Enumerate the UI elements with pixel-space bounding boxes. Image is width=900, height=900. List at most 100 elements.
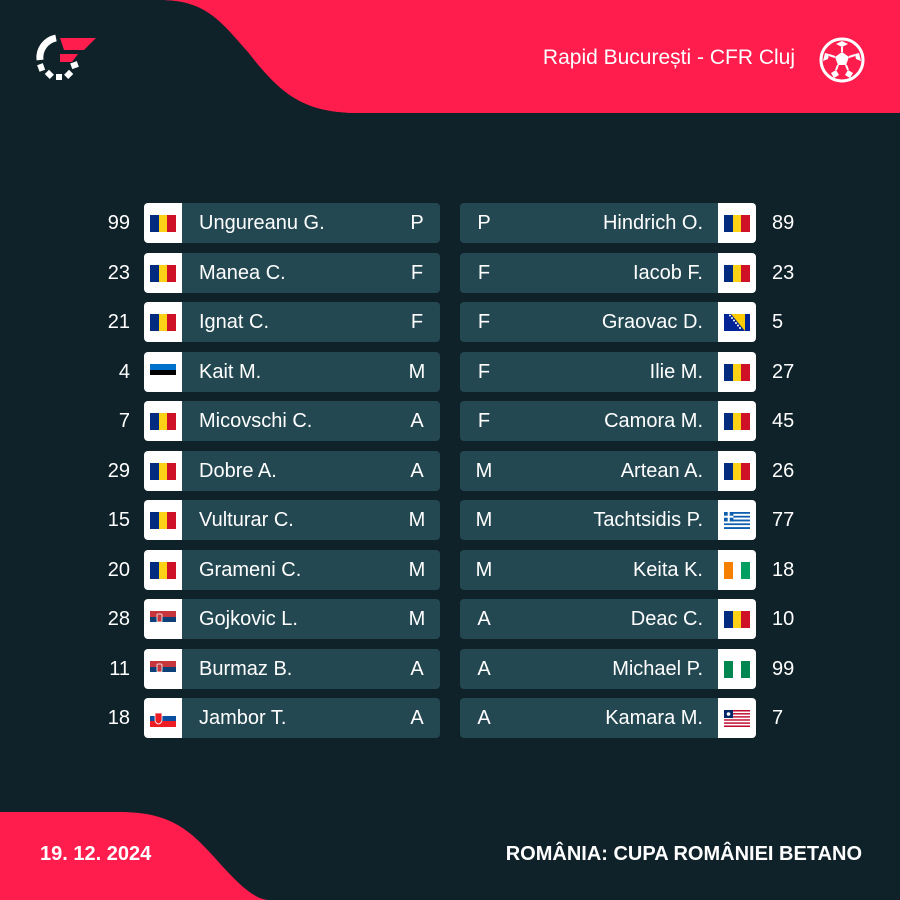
home-player-number: 15 [107,509,130,531]
home-player-name: Dobre A. [199,460,277,482]
away-player-card[interactable]: A Michael P. [460,649,756,689]
home-player-position: P [410,212,424,234]
home-player-card[interactable]: Micovschi C. A [144,401,440,441]
home-player-position: M [408,608,426,630]
competition-name: ROMÂNIA: CUPA ROMÂNIEI BETANO [505,843,862,865]
home-player-name: Ignat C. [199,311,270,333]
away-player-number: 99 [772,658,795,680]
home-player-card[interactable]: Burmaz B. A [144,649,440,689]
away-player-name: Kamara M. [605,707,703,729]
home-player-number: 21 [107,311,130,333]
home-player-name: Vulturar C. [199,509,294,531]
romania-flag-icon [144,451,182,491]
home-player-number: 18 [107,707,130,729]
serbia-flag-icon [144,599,182,639]
away-player-name: Michael P. [612,658,703,680]
away-player-name: Keita K. [632,559,703,581]
home-player-position: M [408,509,426,531]
home-player-card[interactable]: Dobre A. A [144,451,440,491]
away-player-position: A [477,707,491,729]
away-player-name: Hindrich O. [602,212,703,234]
away-player-number: 7 [772,707,784,729]
serbia-flag-icon [144,649,182,689]
away-player-card[interactable]: A Kamara M. [460,698,756,738]
home-player-name: Gojkovic L. [199,608,298,630]
footer-banner [0,812,270,900]
lineup-row: 15 Vulturar C. M M Tachtsidis P. 77 [0,500,900,540]
home-player-name: Burmaz B. [199,658,293,680]
away-player-number: 5 [772,311,784,333]
romania-flag-icon [144,500,182,540]
match-title: Rapid București - CFR Cluj [542,46,795,69]
away-player-number: 45 [772,410,795,432]
away-player-card[interactable]: P Hindrich O. [460,203,756,243]
romania-flag-icon [718,352,756,392]
away-player-card[interactable]: A Deac C. [460,599,756,639]
home-player-card[interactable]: Gojkovic L. M [144,599,440,639]
home-player-name: Micovschi C. [199,410,313,432]
away-player-card[interactable]: F Graovac D. [460,302,756,342]
slovakia-flag-icon [144,698,182,738]
romania-flag-icon [718,203,756,243]
romania-flag-icon [718,401,756,441]
home-player-name: Grameni C. [199,559,302,581]
home-player-card[interactable]: Grameni C. M [144,550,440,590]
home-player-card[interactable]: Jambor T. A [144,698,440,738]
estonia-flag-icon [144,352,182,392]
away-player-name: Tachtsidis P. [593,509,703,531]
home-player-card[interactable]: Manea C. F [144,253,440,293]
home-player-number: 28 [107,608,130,630]
away-player-card[interactable]: M Keita K. [460,550,756,590]
away-player-number: 23 [772,262,795,284]
away-player-card[interactable]: M Tachtsidis P. [460,500,756,540]
away-player-name: Graovac D. [601,311,703,333]
football-icon [819,37,865,83]
away-player-position: M [475,509,493,531]
home-player-card[interactable]: Kait M. M [144,352,440,392]
romania-flag-icon [144,550,182,590]
lineup-row: 18 Jambor T. A A Kamara M. 7 [0,698,900,738]
away-player-position: M [475,460,493,482]
romania-flag-icon [718,451,756,491]
home-player-number: 29 [107,460,130,482]
home-player-name: Manea C. [199,262,286,284]
away-player-name: Artean A. [620,460,703,482]
away-player-position: F [477,311,491,333]
home-player-position: A [410,410,424,432]
lineup-row: 28 Gojkovic L. M A Deac C. 10 [0,599,900,639]
away-player-name: Camora M. [604,410,703,432]
away-player-card[interactable]: F Camora M. [460,401,756,441]
home-player-card[interactable]: Ungureanu G. P [144,203,440,243]
away-player-position: F [477,262,491,284]
romania-flag-icon [144,203,182,243]
liberia-flag-icon [718,698,756,738]
flashscore-logo-icon [36,34,96,80]
lineup-row: 4 Kait M. M F Ilie M. 27 [0,352,900,392]
away-player-card[interactable]: M Artean A. [460,451,756,491]
lineup-row: 29 Dobre A. A M Artean A. 26 [0,451,900,491]
home-player-number: 23 [107,262,130,284]
away-player-number: 89 [772,212,795,234]
home-player-name: Jambor T. [199,707,287,729]
home-player-number: 11 [109,658,130,680]
greece-flag-icon [718,500,756,540]
home-player-position: A [410,707,424,729]
home-player-card[interactable]: Vulturar C. M [144,500,440,540]
lineup-row: 99 Ungureanu G. P P Hindrich O. 89 [0,203,900,243]
ivory-coast-flag-icon [718,550,756,590]
home-player-position: M [408,559,426,581]
away-player-name: Deac C. [630,608,703,630]
home-player-position: F [410,311,424,333]
lineup-row: 11 Burmaz B. A A Michael P. 99 [0,649,900,689]
home-player-card[interactable]: Ignat C. F [144,302,440,342]
away-player-position: M [475,559,493,581]
away-player-name: Iacob F. [632,262,703,284]
home-player-number: 20 [107,559,130,581]
away-player-number: 77 [772,509,795,531]
romania-flag-icon [144,401,182,441]
away-player-card[interactable]: F Iacob F. [460,253,756,293]
home-player-position: F [410,262,424,284]
away-player-name: Ilie M. [649,361,703,383]
away-player-card[interactable]: F Ilie M. [460,352,756,392]
home-player-number: 7 [118,410,130,432]
